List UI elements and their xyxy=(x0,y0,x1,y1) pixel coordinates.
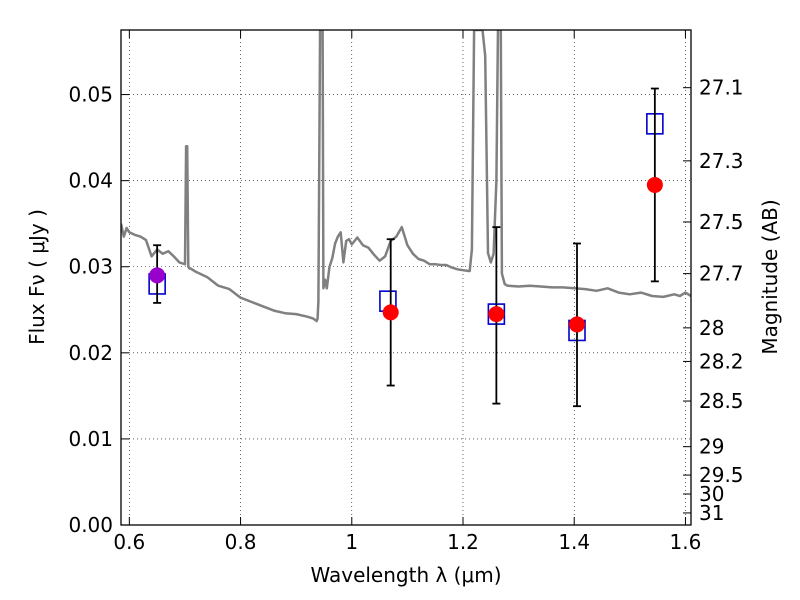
magnitude-tick-label: 28.5 xyxy=(699,389,744,413)
y-tick-label: 0.02 xyxy=(68,341,113,365)
magnitude-tick-label: 28 xyxy=(699,316,724,340)
plot-frame xyxy=(120,29,692,526)
x-tick-label: 0.8 xyxy=(225,530,257,554)
x-axis-label: Wavelength λ (μm) xyxy=(310,563,501,587)
magnitude-tick-label: 27.5 xyxy=(699,210,744,234)
x-tick-label: 1.6 xyxy=(670,530,702,554)
observed-point xyxy=(569,316,585,333)
observed-point xyxy=(488,306,505,323)
y-axis-label: Flux Fν ( μJy ) xyxy=(25,209,49,345)
model-spectrum-line xyxy=(121,30,691,323)
model-spectrum-layer xyxy=(121,30,691,323)
magnitude-tick-label: 27.7 xyxy=(699,262,744,286)
observed-point xyxy=(646,176,663,193)
observed-point xyxy=(149,267,166,284)
observed-point-group xyxy=(149,244,166,304)
observed-point-group xyxy=(488,226,505,405)
x-tick-label: 1 xyxy=(345,530,358,554)
magnitude-tick-label: 31 xyxy=(699,501,724,525)
magnitude-tick-label: 29 xyxy=(699,435,724,459)
observed-point-group xyxy=(646,87,663,283)
x-tick-label: 1.4 xyxy=(558,530,590,554)
right-axis-label: Magnitude (AB) xyxy=(758,199,782,354)
y-tick-label: 0.03 xyxy=(68,255,113,279)
y-tick-label: 0.05 xyxy=(68,83,113,107)
x-tick-label: 0.6 xyxy=(113,530,145,554)
y-tick-label: 0.04 xyxy=(68,169,113,193)
observed-point-group xyxy=(569,242,585,408)
magnitude-tick-label: 27.3 xyxy=(699,149,744,173)
magnitude-tick-label: 28.2 xyxy=(699,349,744,373)
observed-point-group xyxy=(382,238,399,387)
magnitude-tick-label: 30 xyxy=(699,482,724,506)
ticks: 0.6 0.8 1 1.2 1.4 1.6 0.00 0.01 0.02 0.03 0.04 0.05… xyxy=(68,30,744,554)
y-tick-label: 0.00 xyxy=(68,513,113,537)
markers-layer xyxy=(148,87,664,408)
axes-frame xyxy=(120,29,692,526)
magnitude-tick-label: 29.5 xyxy=(699,463,744,487)
magnitude-tick-label: 27.1 xyxy=(699,76,744,100)
x-tick-label: 1.2 xyxy=(447,530,479,554)
y-tick-label: 0.01 xyxy=(68,427,113,451)
observed-point xyxy=(382,304,399,321)
